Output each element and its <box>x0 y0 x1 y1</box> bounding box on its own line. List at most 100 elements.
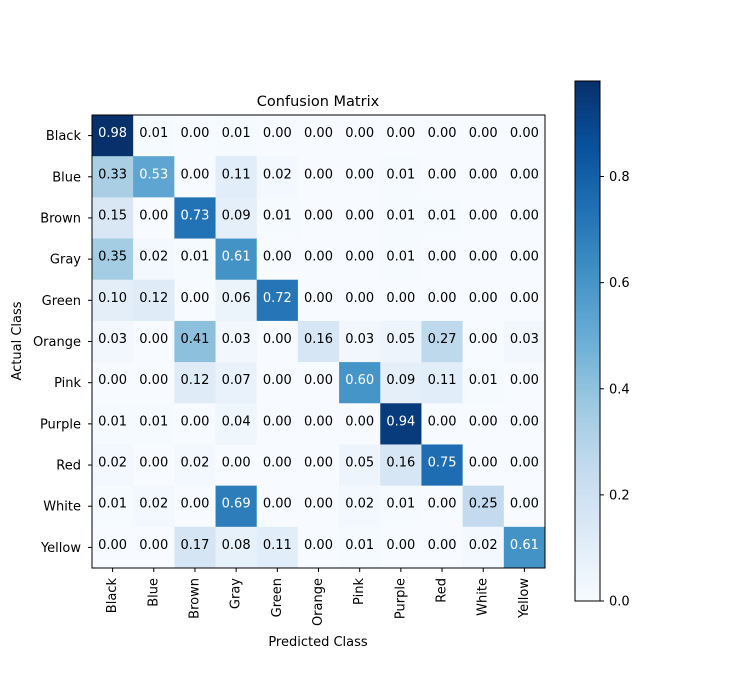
cell-value-label: 0.00 <box>345 208 374 223</box>
cell-value-label: 0.27 <box>428 332 457 347</box>
cell-value-label: 0.01 <box>139 414 168 429</box>
cell-value-label: 0.61 <box>222 250 251 265</box>
heatmap-cell <box>92 156 134 198</box>
cell-value-label: 0.00 <box>469 332 498 347</box>
heatmap-cell <box>339 444 381 487</box>
heatmap-cell <box>421 279 464 322</box>
heatmap-cell <box>174 238 217 281</box>
cell-value-label: 0.00 <box>428 538 457 553</box>
cell-value-label: 0.00 <box>180 414 209 429</box>
x-tick-label: Pink <box>352 578 367 605</box>
x-tick-label: Red <box>435 578 450 603</box>
heatmap-cell <box>380 362 422 404</box>
cell-value-label: 0.02 <box>139 497 168 512</box>
cell-value-label: 0.00 <box>469 208 498 223</box>
y-tick-label: Brown <box>40 211 81 226</box>
heatmap-cell <box>503 444 546 487</box>
colorbar-tick-label: 0.4 <box>609 382 630 397</box>
cell-value-label: 0.09 <box>386 373 415 388</box>
cell-value-label: 0.02 <box>139 250 168 265</box>
cell-value-label: 0.00 <box>510 373 539 388</box>
cell-value-label: 0.12 <box>180 373 209 388</box>
cell-value-label: 0.12 <box>139 291 168 306</box>
heatmap-cell <box>421 115 464 157</box>
heatmap-cell <box>215 403 258 445</box>
colorbar <box>574 80 601 602</box>
cell-value-label: 0.00 <box>263 497 292 512</box>
heatmap-cell <box>256 320 299 363</box>
cell-value-label: 0.08 <box>222 538 251 553</box>
heatmap-cell <box>174 156 217 198</box>
x-tick-label: Black <box>105 578 120 614</box>
cell-value-label: 0.00 <box>304 167 333 182</box>
heatmap-cell <box>133 320 175 363</box>
y-axis-label: Actual Class <box>10 301 25 380</box>
heatmap-cell <box>174 444 217 487</box>
heatmap-cell <box>297 320 340 363</box>
cell-value-label: 0.00 <box>469 250 498 265</box>
heatmap-cell <box>339 156 381 198</box>
cell-value-label: 0.09 <box>222 208 251 223</box>
cell-value-label: 0.00 <box>469 167 498 182</box>
heatmap-cell <box>380 197 422 240</box>
heatmap-cell <box>503 115 546 157</box>
heatmap-cell <box>133 156 175 198</box>
heatmap-cell <box>256 403 299 445</box>
heatmap-cell <box>92 197 134 240</box>
heatmap-cell <box>339 115 381 157</box>
cell-value-label: 0.01 <box>222 126 251 141</box>
cell-value-label: 0.61 <box>510 538 539 553</box>
colorbar-tick-label: 0.2 <box>609 488 630 503</box>
heatmap-cell <box>92 403 134 445</box>
cell-value-label: 0.53 <box>139 167 168 182</box>
cell-value-label: 0.00 <box>180 126 209 141</box>
cell-value-label: 0.00 <box>304 250 333 265</box>
heatmap-cell <box>380 238 422 281</box>
x-tick-label: Blue <box>146 578 161 607</box>
cell-value-label: 0.07 <box>222 373 251 388</box>
heatmap-cell <box>215 362 258 404</box>
cell-value-label: 0.00 <box>304 291 333 306</box>
cell-value-label: 0.00 <box>139 373 168 388</box>
heatmap-cell <box>256 526 299 569</box>
heatmap-cell <box>339 320 381 363</box>
cell-value-label: 0.15 <box>98 208 127 223</box>
cell-value-label: 0.11 <box>428 373 457 388</box>
cell-value-label: 0.00 <box>510 456 539 471</box>
heatmap-cell <box>380 444 422 487</box>
cell-value-label: 0.00 <box>469 414 498 429</box>
cell-value-label: 0.01 <box>98 497 127 512</box>
heatmap-cell <box>380 526 422 569</box>
cell-value-label: 0.00 <box>222 456 251 471</box>
heatmap-cell <box>297 115 340 157</box>
heatmap-cell <box>462 156 505 198</box>
heatmap-cell <box>92 444 134 487</box>
cell-value-label: 0.00 <box>428 126 457 141</box>
heatmap-cell <box>503 526 546 569</box>
heatmap-cell <box>215 320 258 363</box>
colorbar-tick-label: 0.8 <box>609 170 630 185</box>
y-tick-label: Gray <box>50 253 81 268</box>
heatmap-cell <box>174 279 217 322</box>
cell-value-label: 0.02 <box>345 497 374 512</box>
cell-value-label: 0.00 <box>263 126 292 141</box>
cell-value-label: 0.00 <box>304 538 333 553</box>
cell-value-label: 0.60 <box>345 373 374 388</box>
heatmap-cell <box>215 115 258 157</box>
heatmap-cell <box>92 279 134 322</box>
heatmap-cell <box>92 320 134 363</box>
heatmap-cell <box>215 485 258 528</box>
heatmap-cell <box>380 485 422 528</box>
colorbar-tick-label: 0.0 <box>609 595 630 610</box>
x-tick-label: Green <box>270 578 285 617</box>
cell-value-label: 0.00 <box>428 414 457 429</box>
cell-value-label: 0.35 <box>98 250 127 265</box>
cell-value-label: 0.00 <box>263 373 292 388</box>
cell-value-label: 0.00 <box>98 538 127 553</box>
heatmap-cell <box>462 197 505 240</box>
heatmap-cell <box>256 197 299 240</box>
heatmap-cell <box>174 197 217 240</box>
cell-value-label: 0.00 <box>428 291 457 306</box>
heatmap-cell <box>174 526 217 569</box>
